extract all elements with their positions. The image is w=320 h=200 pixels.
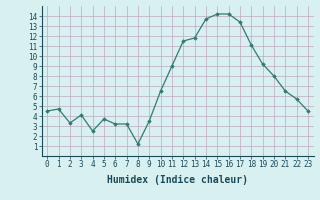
- X-axis label: Humidex (Indice chaleur): Humidex (Indice chaleur): [107, 175, 248, 185]
